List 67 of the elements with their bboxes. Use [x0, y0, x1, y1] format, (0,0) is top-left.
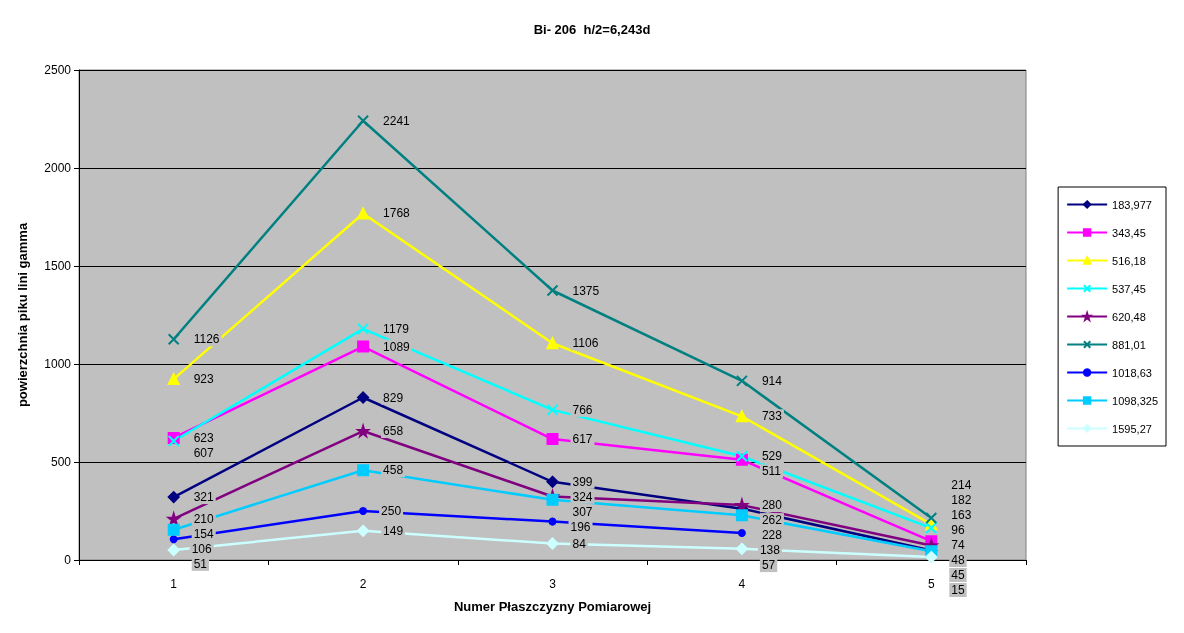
- data-label: 51: [193, 556, 208, 571]
- legend-label: 881,01: [1112, 338, 1146, 351]
- x-tick-label: 1: [170, 577, 178, 591]
- data-label: 2241: [383, 113, 411, 128]
- x-tick-label: 3: [549, 577, 557, 591]
- legend-label: 1018,63: [1112, 366, 1152, 379]
- data-label: 228: [761, 528, 783, 543]
- data-label: 149: [383, 523, 404, 538]
- data-label: 106: [191, 541, 213, 556]
- data-label: 923: [193, 372, 215, 387]
- data-label: 163: [951, 508, 972, 522]
- data-label: 250: [381, 504, 402, 518]
- data-label: 914: [761, 373, 783, 388]
- data-label: 262: [761, 513, 783, 528]
- legend-label: 1595,27: [1112, 422, 1152, 435]
- data-label: 307: [572, 504, 593, 519]
- data-label: 1089: [383, 339, 411, 354]
- y-tick-label: 2500: [44, 63, 72, 77]
- data-label: 214: [951, 478, 972, 492]
- data-label: 658: [383, 424, 404, 439]
- data-label: 96: [951, 523, 965, 537]
- data-label: 84: [572, 536, 587, 551]
- data-label: 458: [383, 463, 404, 478]
- data-label: 138: [759, 543, 781, 558]
- data-label: 210: [193, 511, 215, 526]
- x-axis-title: Numer Płaszczyzny Pomiarowej: [453, 599, 652, 614]
- legend-label: 620,48: [1112, 310, 1146, 323]
- data-label: 45: [951, 568, 965, 582]
- y-tick-label: 1000: [44, 357, 72, 371]
- data-label: 623: [193, 430, 215, 445]
- data-label: 607: [193, 445, 215, 460]
- data-label: 829: [383, 390, 404, 405]
- data-label: 617: [572, 432, 593, 447]
- chart-title: Bi- 206 h/2=6,243d: [533, 22, 651, 37]
- data-label: 1106: [572, 336, 599, 351]
- data-label: 280: [761, 498, 783, 513]
- data-label: 1768: [383, 206, 411, 221]
- data-label: 182: [951, 493, 972, 507]
- data-label: 154: [193, 526, 215, 541]
- data-label: 1375: [572, 283, 600, 298]
- data-label: 766: [572, 402, 593, 417]
- y-axis-title: powierzchnia piku lini gamma: [15, 222, 30, 408]
- data-label: 15: [951, 583, 965, 597]
- data-label: 399: [572, 474, 593, 489]
- data-label: 1126: [193, 332, 220, 347]
- data-label: 321: [193, 490, 215, 505]
- data-label: 196: [570, 519, 591, 534]
- x-tick-label: 5: [927, 577, 935, 591]
- legend-label: 516,18: [1112, 254, 1146, 267]
- data-label: 57: [761, 558, 776, 573]
- y-tick-label: 1500: [44, 259, 72, 273]
- data-label: 74: [951, 538, 965, 552]
- y-tick-label: 0: [64, 553, 72, 567]
- legend-label: 343,45: [1112, 226, 1146, 239]
- data-label: 733: [761, 409, 783, 424]
- x-tick-label: 4: [738, 577, 746, 591]
- legend-label: 1098,325: [1112, 394, 1159, 407]
- data-label: 1179: [383, 321, 410, 336]
- data-label: 529: [761, 449, 783, 464]
- x-tick-label: 2: [359, 577, 367, 591]
- y-tick-label: 2000: [44, 161, 72, 175]
- data-label: 324: [572, 489, 593, 504]
- data-label: 511: [761, 464, 782, 479]
- legend-label: 183,977: [1112, 198, 1152, 211]
- y-tick-label: 500: [50, 455, 72, 469]
- data-label: 48: [951, 553, 965, 567]
- legend-label: 537,45: [1112, 282, 1146, 295]
